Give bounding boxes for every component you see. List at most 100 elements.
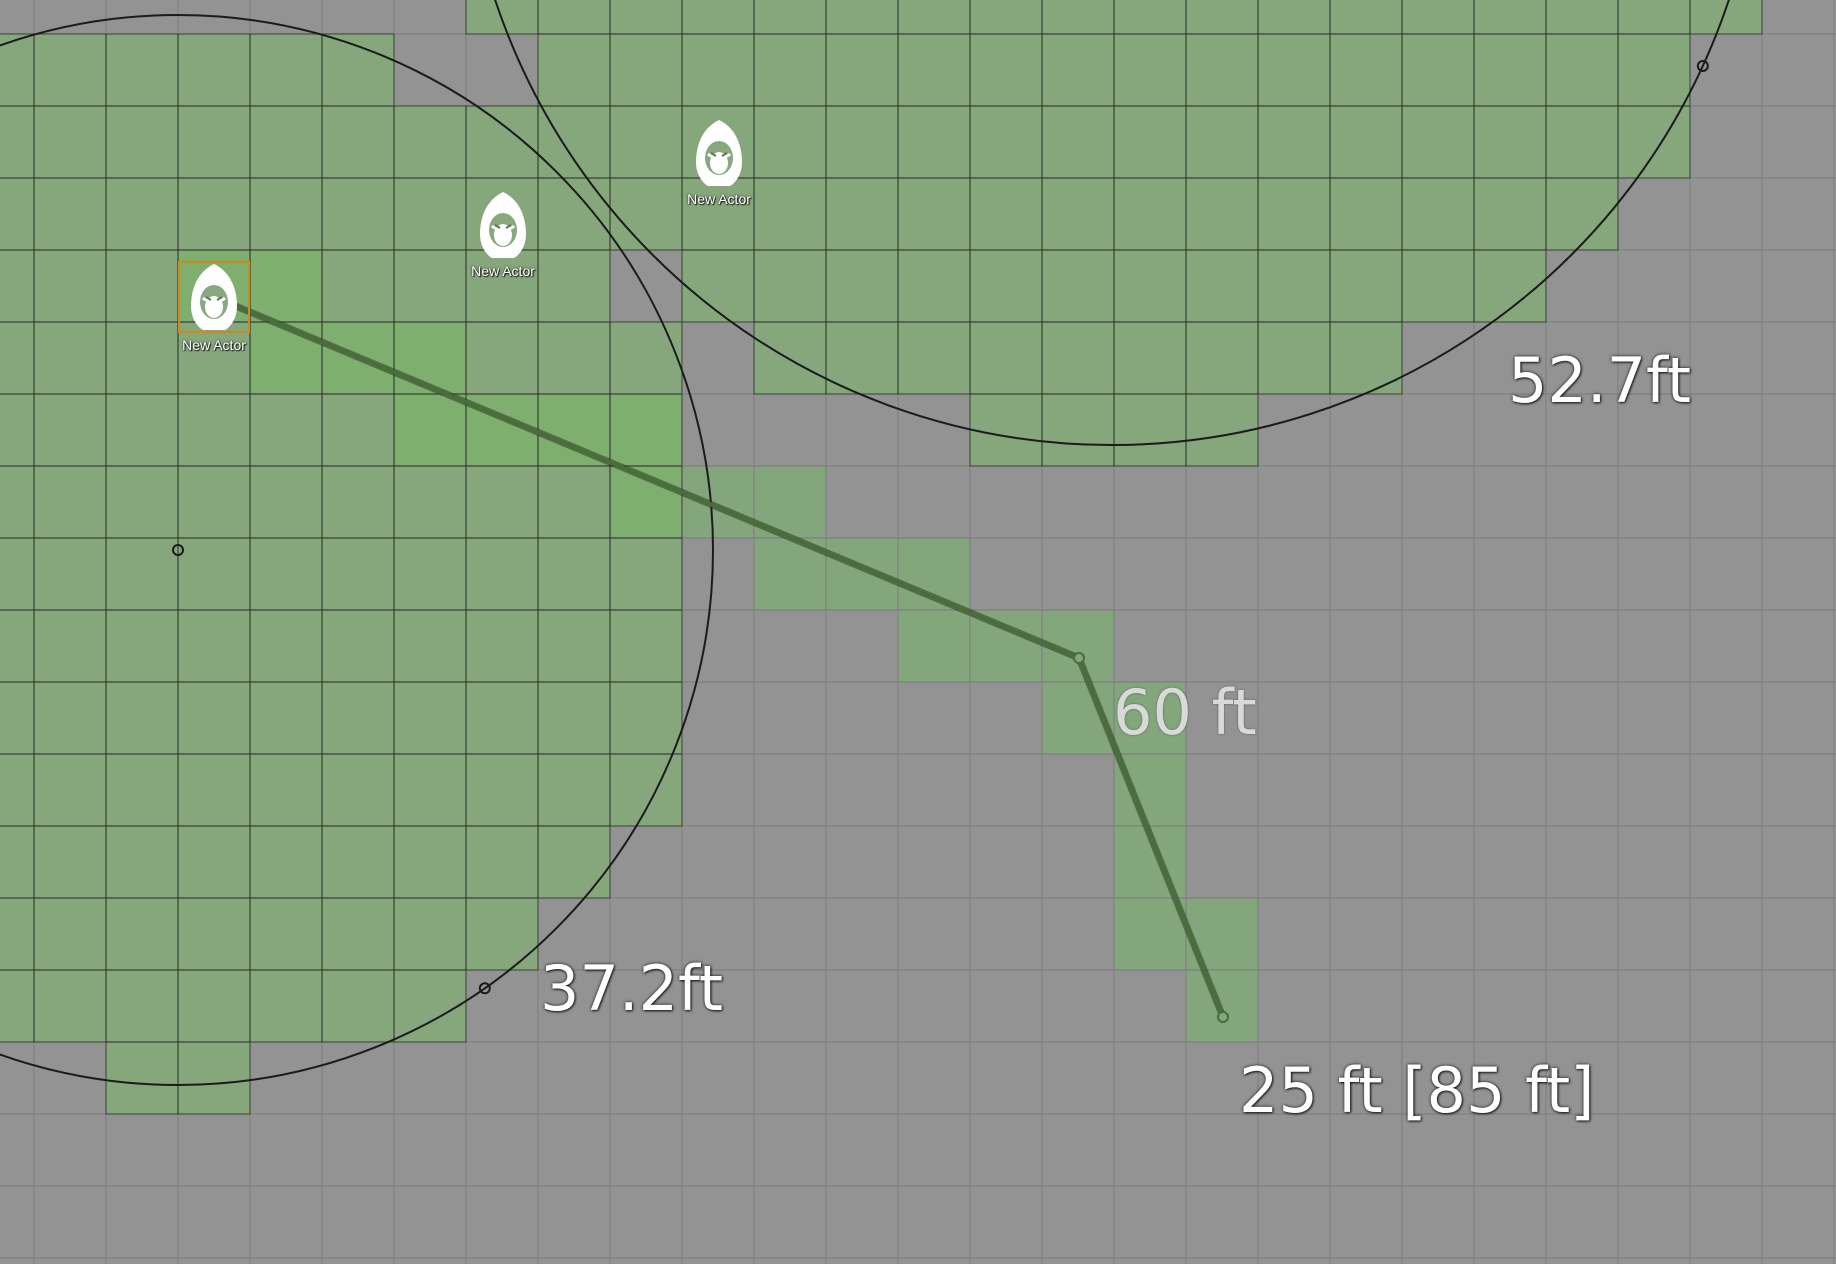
- token-new-actor-selected[interactable]: New Actor: [178, 261, 250, 353]
- template-grid-cell: [1545, 177, 1619, 251]
- template-area-cell: [1186, 250, 1258, 322]
- template-area-cell: [1114, 178, 1186, 250]
- template-area-cell: [106, 34, 178, 106]
- template-area-cell: [178, 394, 250, 466]
- template-area-cell: [1618, 0, 1690, 34]
- template-area-cell: [826, 106, 898, 178]
- template-area-cell: [394, 754, 466, 826]
- template-area-cell: [322, 754, 394, 826]
- template-area-cell: [178, 1042, 250, 1114]
- template-area-cell: [178, 34, 250, 106]
- template-area-cell: [754, 250, 826, 322]
- template-area-cell: [1114, 106, 1186, 178]
- template-area-cell: [466, 754, 538, 826]
- template-area-cell: [1258, 178, 1330, 250]
- template-grid-cell: [465, 0, 539, 35]
- template-area-cell: [1474, 0, 1546, 34]
- template-area-cell: [1114, 322, 1186, 394]
- template-area-cell: [0, 826, 34, 898]
- template-area-cell: [178, 538, 250, 610]
- hooded-figure-icon: [696, 120, 742, 186]
- template-area-cell: [34, 754, 106, 826]
- template-area-cell: [610, 610, 682, 682]
- template-area-cell: [466, 538, 538, 610]
- template-area-cell: [970, 394, 1042, 466]
- template-area-cell: [1258, 106, 1330, 178]
- template-area-cell: [538, 466, 610, 538]
- template-area-cell: [250, 34, 322, 106]
- template-area-cell: [610, 0, 682, 34]
- template-area-cell: [466, 250, 538, 322]
- token-new-actor[interactable]: New Actor: [467, 189, 539, 279]
- template-area-cell: [34, 106, 106, 178]
- template-area-cell: [178, 178, 250, 250]
- template-area-cell: [610, 178, 682, 250]
- template-area-cell: [250, 898, 322, 970]
- template-area-cell: [34, 178, 106, 250]
- template-area-cell: [1186, 322, 1258, 394]
- template-area-cell: [1546, 106, 1618, 178]
- template-edge-handle: [1696, 59, 1709, 72]
- template-area-cell: [1114, 0, 1186, 34]
- template-area-cell: [538, 754, 610, 826]
- template-area-cell: [1402, 250, 1474, 322]
- template-area-cell: [106, 1042, 178, 1114]
- template-area-cell: [466, 610, 538, 682]
- ruler-path-highlight-layer: [178, 250, 1258, 1042]
- ruler-waypoint: [1217, 1011, 1229, 1023]
- template-area-cell: [466, 826, 538, 898]
- template-area-cell: [250, 178, 322, 250]
- template-area-cell: [34, 322, 106, 394]
- template-area-cell: [394, 898, 466, 970]
- template-area-cell: [394, 970, 466, 1042]
- template-area-cell: [826, 250, 898, 322]
- template-area-cell: [466, 466, 538, 538]
- template-area-cell: [394, 538, 466, 610]
- template-area-cell: [34, 826, 106, 898]
- token-new-actor[interactable]: New Actor: [683, 117, 755, 207]
- template-grid-cell: [1689, 0, 1763, 35]
- template-grid-cell: [537, 825, 611, 899]
- template-area-cell: [898, 34, 970, 106]
- ruler-path-cell: [250, 322, 322, 394]
- template-area-cell: [0, 34, 34, 106]
- template-area-cell: [322, 106, 394, 178]
- template-area-cell: [0, 610, 34, 682]
- template-area-cell: [106, 970, 178, 1042]
- template-area-cell: [1186, 106, 1258, 178]
- template-area-cell: [250, 754, 322, 826]
- template-area-cell: [466, 682, 538, 754]
- template-area-cell: [106, 682, 178, 754]
- template-area-cell: [0, 250, 34, 322]
- template-area-cell: [898, 322, 970, 394]
- template-area-cell: [610, 754, 682, 826]
- template-area-cell: [610, 538, 682, 610]
- template-area-cell: [106, 250, 178, 322]
- template-area-cell: [1042, 34, 1114, 106]
- template-area-cell: [1330, 34, 1402, 106]
- template-area-cell: [1258, 250, 1330, 322]
- template-area-cell: [106, 178, 178, 250]
- template-area-cell: [394, 106, 466, 178]
- template-area-cell: [250, 970, 322, 1042]
- template-area-cell: [538, 0, 610, 34]
- template-area-cell: [826, 178, 898, 250]
- template-area-cell: [466, 322, 538, 394]
- template-area-cell: [322, 826, 394, 898]
- template-area-cell: [1474, 106, 1546, 178]
- template-area-cell: [106, 898, 178, 970]
- template-area-cell: [754, 322, 826, 394]
- ruler-path-cell: [1114, 898, 1186, 970]
- template-area-cell: [1690, 0, 1762, 34]
- template-grid-cell: [609, 753, 683, 827]
- template-area-cell: [970, 178, 1042, 250]
- template-area-cell: [826, 322, 898, 394]
- template-area-cell: [1546, 34, 1618, 106]
- template-area-cell: [1258, 34, 1330, 106]
- template-area-cell: [0, 466, 34, 538]
- template-area-cell: [754, 34, 826, 106]
- template-area-cell: [1114, 394, 1186, 466]
- template-area-cell: [106, 538, 178, 610]
